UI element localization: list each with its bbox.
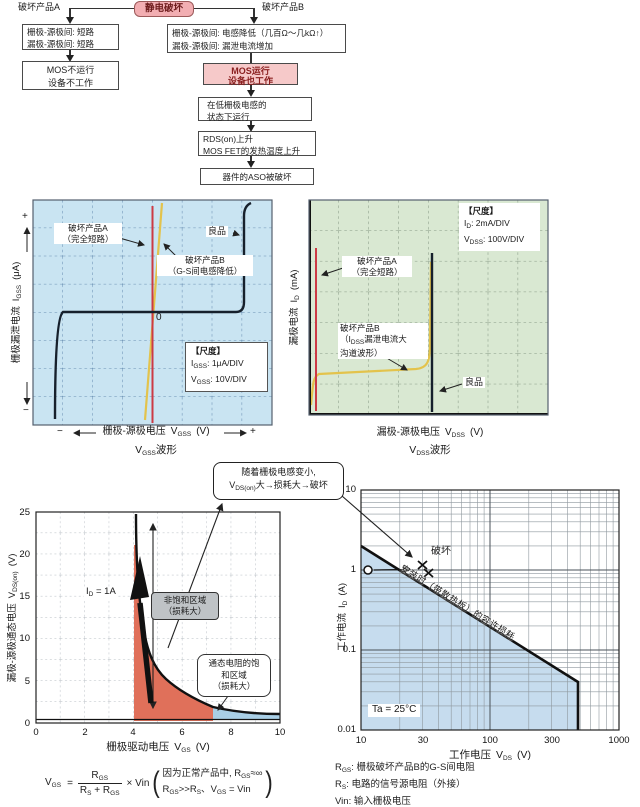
soa-break-label: 破坏 — [431, 546, 451, 557]
flow-box-b4: RDS(on)上升 MOS FET的发热温度上升 — [198, 131, 316, 156]
flow-box-a2: MOS不运行 设备不工作 — [22, 61, 119, 90]
dss-y-axis-label: 漏极电流ID(mA) — [289, 269, 301, 346]
symbol-definitions: RGS: 栅极破坏产品B的G-S间电阻 RS: 电路的信号源电阻（外接） Vin… — [335, 761, 475, 807]
inductance-note-box: 随着栅极电感变小, VDS(on)大→损耗大→破坏 — [213, 462, 344, 500]
soa-allowable-loss-label: 安装时（带散热板）的容许损耗 — [398, 562, 517, 642]
vdson-y-axis-label: 漏极-源极通态电压VDS(on)(V) — [7, 553, 19, 683]
gss-product-b-label: 破坏产品B （G-S间电感降低） — [157, 255, 253, 276]
soa-xtick: 10 — [355, 735, 367, 746]
soa-ytick: 0.01 — [337, 724, 357, 735]
soa-x-axis-label: 工作电压 VDS (V) — [448, 749, 532, 762]
gss-y-minus: − — [23, 405, 29, 416]
vdson-ytick: 20 — [19, 549, 30, 560]
vdson-ytick: 15 — [19, 591, 30, 602]
dss-scale-box: 【尺度】 ID: 2mA/DIV VDSS: 100V/DIV — [459, 203, 540, 251]
flow-root-box: 静电破坏 — [134, 1, 194, 17]
dss-good-label: 良品 — [463, 377, 486, 388]
dss-product-a-label: 破坏产品A （完全短路） — [342, 256, 412, 277]
flow-arrow — [247, 161, 255, 168]
gss-y-axis-label: 栅极漏泄电流IGSS(μA) — [11, 261, 23, 364]
vdson-ytick: 25 — [19, 507, 30, 518]
gss-zero-label: 0 — [156, 312, 162, 323]
vdson-x-axis-label: 栅极驱动电压 VGS (V) — [106, 741, 210, 754]
vdson-xtick: 8 — [228, 727, 234, 738]
paren-close: ) — [264, 766, 273, 799]
gss-caption: VGSS波形 — [135, 444, 177, 457]
note-arrow-left — [167, 502, 224, 649]
dss-product-b-label: 破坏产品B （IDSS漏泄电流大 沟道波形） — [338, 323, 428, 359]
vdson-xtick: 0 — [33, 727, 39, 738]
flow-arrow — [250, 17, 258, 24]
vdson-ytick: 0 — [24, 718, 30, 729]
soa-y-axis-label: 工作电流ID(A) — [337, 582, 349, 652]
vdson-xtick: 10 — [274, 727, 286, 738]
flow-label-product-b: 破坏产品B — [262, 2, 305, 12]
soa-ta-label: Ta = 25°C — [368, 704, 421, 717]
flow-label-product-a: 破坏产品A — [18, 2, 61, 12]
vdson-id-label: ID = 1A — [84, 586, 118, 601]
flow-box-b5-aso: 器件的ASO被破坏 — [200, 168, 314, 185]
flow-connector — [250, 85, 252, 91]
flow-box-b1: 栅极-源极间: 电感降低（几百Ω～几kΩ↑） 漏极-源极间: 漏泄电流增加 — [167, 24, 346, 53]
vdson-ytick: 10 — [19, 633, 30, 644]
flow-connector — [250, 156, 252, 162]
vdson-saturation-box: 通态电阻的饱 和区域 （损耗大） — [197, 654, 271, 697]
soa-xtick: 100 — [482, 735, 498, 746]
vdson-xtick: 4 — [130, 727, 136, 738]
def-vin: Vin: 输入栅极电压 — [335, 796, 411, 807]
paren-open: ( — [152, 766, 161, 799]
flow-arrow — [247, 90, 255, 97]
flow-arrow — [66, 17, 74, 24]
flow-connector — [250, 121, 252, 126]
gss-x-minus: − — [57, 426, 63, 437]
soa-xtick: 1000 — [608, 735, 630, 746]
gss-good-label: 良品 — [206, 226, 229, 237]
gss-product-a-label: 破坏产品A （完全短路） — [54, 223, 122, 244]
flow-box-b2-mos-running: MOS运行 设备也工作 — [203, 63, 298, 86]
flow-connector — [192, 8, 254, 9]
flow-connector — [250, 53, 252, 63]
def-rgs: RGS: 栅极破坏产品B的G-S间电阻 — [335, 762, 475, 774]
note-arrow-right — [341, 495, 413, 558]
flow-box-a1: 栅极-源极间: 短路 漏极-源极间: 短路 — [22, 24, 119, 50]
soa-ytick: 10 — [345, 484, 356, 495]
flow-connector — [69, 8, 134, 9]
flow-arrow — [66, 55, 74, 62]
vdson-ytick: 5 — [24, 676, 30, 687]
vdson-nonsaturation-box: 非饱和区域 （损耗大） — [151, 592, 219, 620]
def-rs: RS: 电路的信号源电阻（外接） — [335, 779, 466, 791]
gss-y-plus: + — [22, 211, 28, 222]
flow-connector — [253, 8, 255, 18]
flow-connector — [69, 8, 71, 18]
soa-plot — [360, 489, 620, 731]
flow-arrow — [247, 125, 255, 132]
gss-scale-box: 【尺度】 IGSS: 1μA/DIV VGSS: 10V/DIV — [185, 342, 268, 392]
vdson-xtick: 2 — [82, 727, 88, 738]
formula-vgs: VGS = RGS RS + RGS × Vin ( 因为正常产品中, RGS≈… — [45, 766, 273, 799]
dss-x-axis-label: 漏极-源极电压 VDSS (V) — [376, 427, 484, 439]
dss-caption: VDSS波形 — [409, 444, 451, 457]
flow-box-b3: 在低栅极电感的 状态下运行 — [198, 97, 312, 122]
soa-ytick: 1 — [350, 564, 356, 575]
soa-xtick: 300 — [544, 735, 560, 746]
soa-ytick: 0.1 — [342, 644, 356, 655]
flow-connector — [69, 50, 71, 57]
gss-x-axis-label: 栅极-源极电压 VGSS (V) — [102, 426, 210, 438]
vdson-xtick: 6 — [179, 727, 185, 738]
soa-xtick: 30 — [417, 735, 429, 746]
gss-x-plus: + — [250, 426, 256, 437]
